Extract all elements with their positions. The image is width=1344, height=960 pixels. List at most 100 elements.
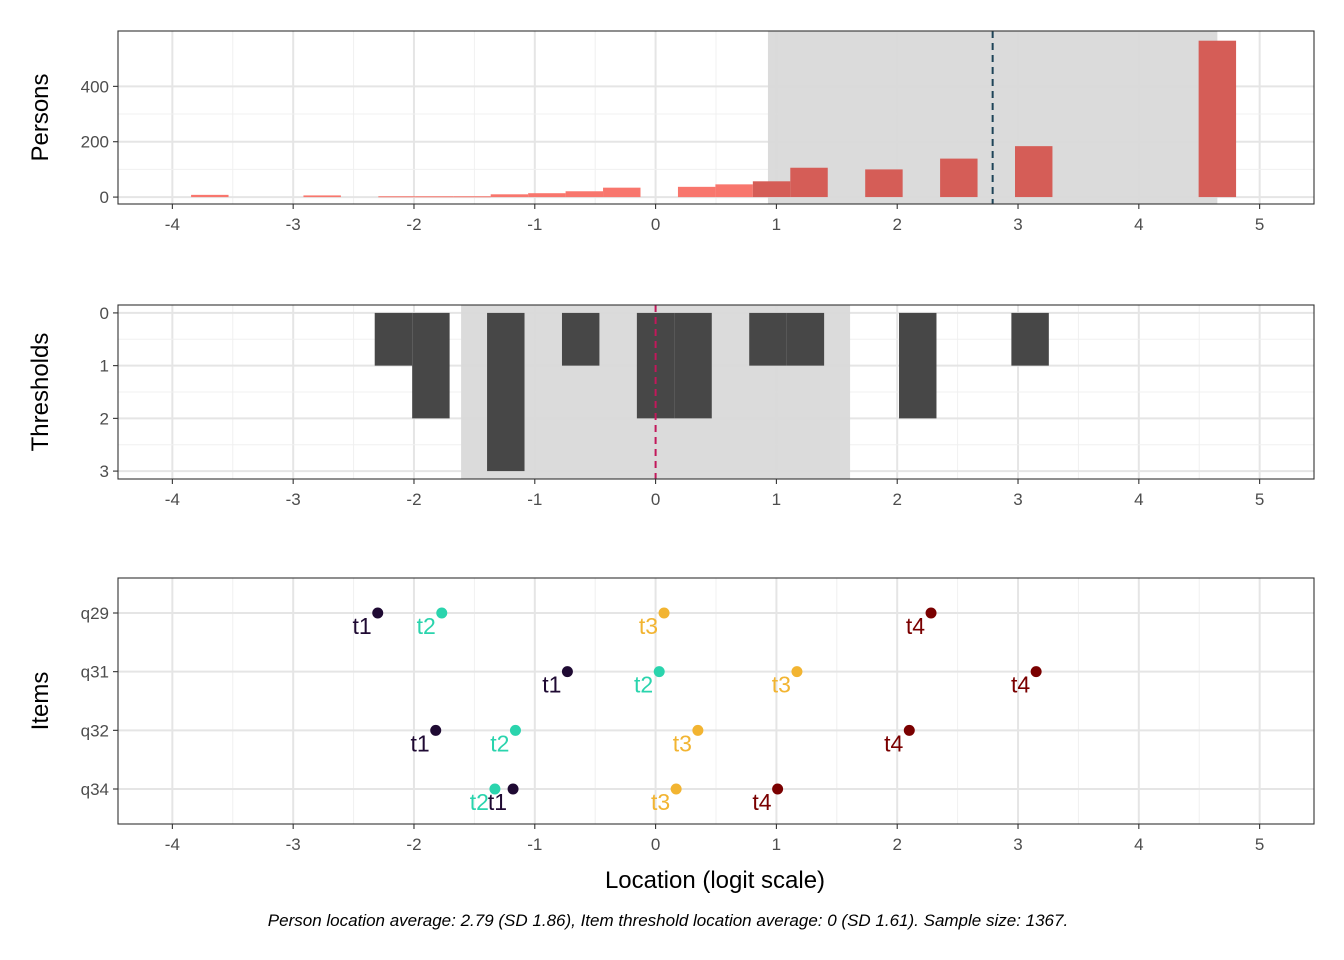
threshold-bar — [749, 312, 787, 366]
threshold-point-label: t4 — [1011, 672, 1030, 698]
threshold-point — [436, 607, 448, 619]
x-tick-label: 1 — [772, 490, 781, 509]
threshold-point — [658, 607, 670, 619]
threshold-point-label: t4 — [752, 789, 771, 815]
threshold-point-label: t1 — [411, 730, 430, 756]
threshold-point — [489, 783, 501, 795]
threshold-point-label: t3 — [772, 672, 791, 698]
threshold-bar — [561, 312, 600, 366]
threshold-point — [772, 783, 784, 795]
y-tick-label: 0 — [100, 304, 109, 323]
x-tick-label: -3 — [286, 215, 301, 234]
threshold-point — [903, 724, 915, 736]
x-tick-label: 5 — [1255, 215, 1264, 234]
threshold-bar — [786, 312, 825, 366]
x-tick-label: 4 — [1134, 490, 1143, 509]
threshold-point-label: t2 — [634, 672, 653, 698]
threshold-point-label: t1 — [542, 672, 561, 698]
threshold-point-label: t1 — [353, 613, 372, 639]
threshold-point — [692, 724, 704, 736]
x-tick-label: -1 — [527, 490, 542, 509]
y-tick-label: 0 — [100, 188, 109, 207]
person-bar — [865, 169, 903, 198]
threshold-bar — [1011, 312, 1049, 366]
threshold-bar — [374, 312, 413, 366]
person-bar — [1198, 40, 1237, 198]
x-axis-title: Location (logit scale) — [605, 867, 825, 894]
threshold-point — [791, 666, 803, 678]
x-tick-label: 0 — [651, 490, 660, 509]
x-tick-label: -4 — [165, 490, 180, 509]
x-tick-label: 1 — [772, 215, 781, 234]
threshold-point-label: t1 — [488, 789, 507, 815]
person-bar — [940, 158, 978, 198]
panel-border — [117, 577, 1315, 825]
y-tick-label: 200 — [81, 133, 109, 152]
threshold-bar — [487, 312, 525, 472]
x-tick-label: -3 — [286, 490, 301, 509]
threshold-bar — [899, 312, 937, 419]
person-bar — [378, 196, 416, 198]
person-bar — [603, 187, 641, 198]
y-tick-label: 400 — [81, 77, 109, 96]
threshold-bar — [674, 312, 712, 419]
x-tick-label: 4 — [1134, 835, 1143, 854]
x-tick-label: 4 — [1134, 215, 1143, 234]
x-tick-label: -1 — [527, 215, 542, 234]
x-tick-label: -3 — [286, 835, 301, 854]
x-tick-label: 0 — [651, 215, 660, 234]
person-bar — [677, 186, 716, 198]
person-bar — [528, 193, 566, 198]
x-tick-label: 5 — [1255, 835, 1264, 854]
threshold-point — [509, 724, 521, 736]
y-axis-title: Thresholds — [27, 333, 54, 452]
y-tick-label: 1 — [100, 357, 109, 376]
person-bar — [752, 181, 791, 198]
threshold-point — [925, 607, 937, 619]
threshold-point — [561, 666, 573, 678]
y-tick-label: q29 — [81, 604, 109, 623]
threshold-bar — [412, 312, 450, 419]
threshold-point — [653, 666, 665, 678]
thresholds-panel: 0 1 2 3 -4 -3 -2 -1 0 1 2 3 4 5 Thresholds — [27, 304, 1315, 509]
person-bar — [1015, 146, 1053, 198]
x-tick-label: -2 — [406, 835, 421, 854]
threshold-point-label: t3 — [639, 613, 658, 639]
person-bar — [191, 194, 229, 198]
threshold-point-label: t3 — [673, 730, 692, 756]
threshold-point — [430, 724, 442, 736]
x-tick-label: -4 — [165, 835, 180, 854]
x-tick-label: 0 — [651, 835, 660, 854]
threshold-point-label: t2 — [417, 613, 436, 639]
x-tick-label: 3 — [1013, 835, 1022, 854]
x-tick-label: 5 — [1255, 490, 1264, 509]
panel-border — [117, 30, 1315, 205]
y-axis-title: Items — [27, 672, 54, 731]
threshold-point — [1030, 666, 1042, 678]
persons-panel: 0 200 400 -4 -3 -2 -1 0 1 2 3 4 5 Persons — [27, 30, 1315, 234]
person-bar — [715, 184, 753, 198]
threshold-point-label: t2 — [490, 730, 509, 756]
threshold-point-label: t4 — [884, 730, 903, 756]
threshold-point-label: t2 — [470, 789, 489, 815]
y-axis-title: Persons — [27, 73, 54, 161]
y-tick-label: q32 — [81, 721, 109, 740]
y-tick-label: 3 — [100, 462, 109, 481]
x-tick-label: 3 — [1013, 215, 1022, 234]
person-bar — [490, 194, 529, 198]
panel-border — [117, 304, 1315, 480]
x-tick-label: 2 — [892, 835, 901, 854]
y-tick-label: q31 — [81, 663, 109, 682]
threshold-point — [507, 783, 519, 795]
y-tick-label: 2 — [100, 409, 109, 428]
x-tick-label: -2 — [406, 490, 421, 509]
threshold-point — [372, 607, 384, 619]
person-bar — [565, 191, 604, 198]
threshold-point — [670, 783, 682, 795]
x-tick-label: -2 — [406, 215, 421, 234]
caption: Person location average: 2.79 (SD 1.86),… — [268, 911, 1068, 930]
x-tick-label: 1 — [772, 835, 781, 854]
threshold-point-label: t3 — [651, 789, 670, 815]
x-tick-label: 2 — [892, 490, 901, 509]
